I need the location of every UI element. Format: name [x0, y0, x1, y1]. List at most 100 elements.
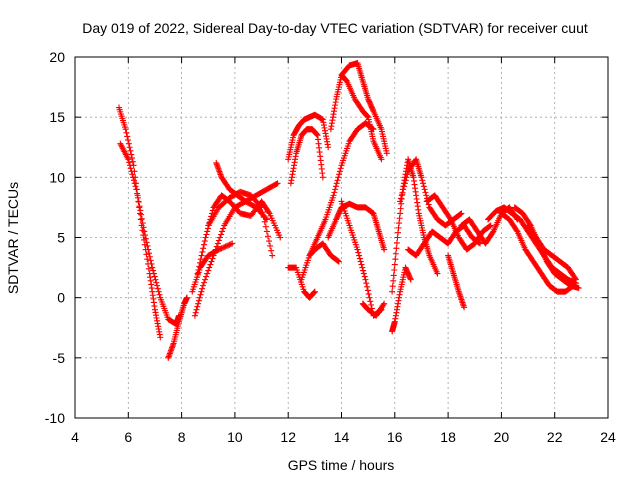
data-point: [423, 192, 430, 199]
x-tick-label: 22: [547, 429, 563, 445]
data-point: [333, 180, 340, 187]
data-point: [126, 159, 133, 166]
x-tick-label: 18: [440, 429, 456, 445]
data-point: [140, 224, 147, 231]
y-tick-label: 0: [57, 290, 65, 306]
data-point: [223, 242, 230, 249]
chart-title: Day 019 of 2022, Sidereal Day-to-day VTE…: [82, 20, 588, 36]
data-point: [273, 180, 280, 187]
data-point: [136, 203, 143, 210]
data-point: [336, 171, 343, 178]
data-point: [311, 288, 318, 295]
data-point: [355, 249, 362, 256]
data-point: [419, 177, 426, 184]
x-tick-label: 14: [334, 429, 350, 445]
y-tick-label: -5: [53, 350, 66, 366]
data-point: [204, 270, 211, 277]
data-point: [362, 276, 369, 283]
data-point: [219, 244, 226, 251]
data-point: [215, 246, 222, 253]
data-point: [122, 126, 129, 133]
data-point: [398, 192, 405, 199]
data-point: [378, 156, 385, 163]
data-point: [141, 228, 148, 235]
data-point: [368, 301, 375, 308]
x-tick-label: 12: [280, 429, 296, 445]
data-point: [380, 301, 387, 308]
data-point: [143, 239, 150, 246]
data-point: [229, 240, 236, 247]
data-point: [193, 306, 200, 313]
data-point: [128, 151, 135, 158]
data-point: [390, 272, 397, 279]
data-point: [156, 291, 163, 298]
data-point: [274, 180, 281, 187]
data-point: [268, 247, 275, 254]
data-point: [330, 192, 337, 199]
data-point: [183, 294, 190, 301]
data-point: [337, 165, 344, 172]
data-point: [157, 334, 164, 341]
series-sat-a: [115, 104, 164, 341]
data-point: [155, 288, 162, 295]
data-point: [358, 261, 365, 268]
data-point: [129, 158, 136, 165]
points-layer: [115, 60, 582, 361]
data-point: [149, 264, 156, 271]
data-point: [125, 156, 132, 163]
x-axis-label: GPS time / hours: [288, 457, 395, 473]
data-point: [127, 147, 134, 154]
data-point: [200, 279, 207, 286]
data-point: [142, 232, 149, 239]
data-point: [332, 183, 339, 190]
data-point: [124, 133, 131, 140]
data-point: [357, 258, 364, 265]
data-point: [216, 234, 223, 241]
data-point: [269, 252, 276, 259]
data-point: [199, 282, 206, 289]
data-point: [126, 162, 133, 169]
data-point: [356, 252, 363, 259]
data-point: [356, 255, 363, 262]
data-point: [146, 253, 153, 260]
data-point: [130, 174, 137, 181]
data-point: [369, 125, 376, 132]
data-point: [153, 279, 160, 286]
data-point: [389, 283, 396, 290]
data-point: [261, 218, 268, 225]
data-point: [389, 288, 396, 295]
data-point: [332, 186, 339, 193]
data-point: [142, 235, 149, 242]
data-point: [359, 264, 366, 271]
data-point: [207, 261, 214, 268]
data-point: [214, 240, 221, 247]
series-sat-i: [285, 111, 332, 163]
x-tick-label: 10: [227, 429, 243, 445]
data-point: [198, 252, 205, 259]
data-point: [203, 231, 210, 238]
data-point: [264, 233, 271, 240]
data-point: [198, 288, 205, 295]
data-point: [402, 177, 409, 184]
data-point: [227, 241, 234, 248]
series-sat-h: [189, 240, 236, 295]
x-tick-label: 16: [387, 429, 403, 445]
data-point: [150, 267, 157, 274]
data-point: [202, 276, 209, 283]
series-sat-w: [423, 192, 494, 253]
data-point: [319, 174, 326, 181]
data-point: [418, 174, 425, 181]
data-point: [397, 198, 404, 205]
x-tick-label: 4: [71, 429, 79, 445]
data-point: [196, 294, 203, 301]
data-point: [220, 225, 227, 232]
data-point: [383, 150, 390, 157]
data-point: [152, 276, 159, 283]
data-point: [434, 270, 441, 277]
data-point: [135, 199, 142, 206]
data-point: [325, 144, 332, 151]
series-sat-n: [298, 120, 377, 283]
data-point: [390, 277, 397, 284]
data-point: [206, 264, 213, 271]
data-point: [226, 241, 233, 248]
